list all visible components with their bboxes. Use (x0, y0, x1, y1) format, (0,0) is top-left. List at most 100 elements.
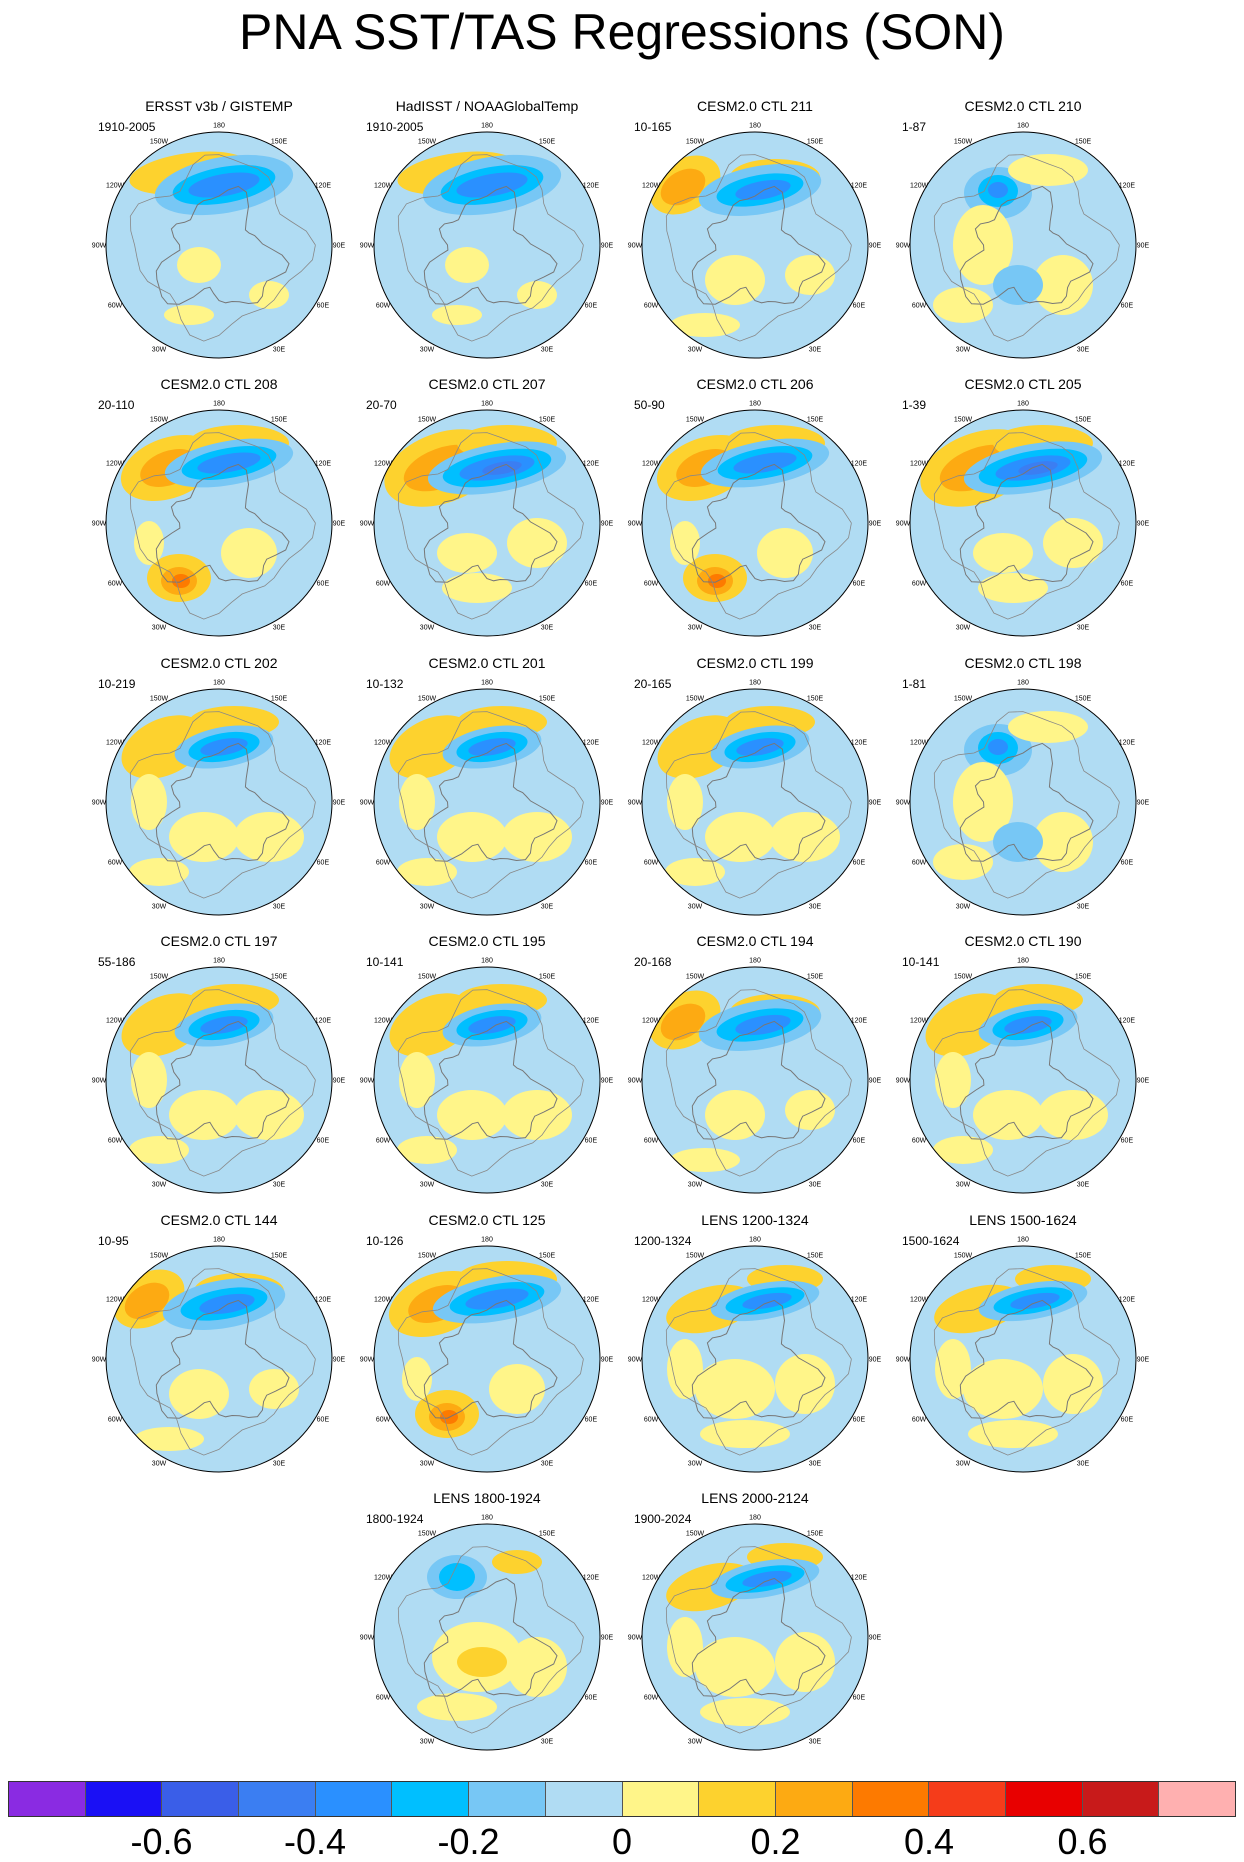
anomaly-contour (507, 518, 567, 568)
longitude-label: 30E (541, 1181, 554, 1188)
longitude-label: 120E (1119, 1297, 1136, 1304)
map-border (909, 409, 1137, 637)
colorbar-tick-label: -0.4 (283, 1821, 347, 1862)
coastline (423, 1577, 558, 1697)
longitude-label: 120W (642, 183, 661, 190)
longitude-label: 60E (853, 1138, 866, 1145)
anomaly-contour (197, 452, 261, 474)
coastline (933, 711, 1120, 899)
anomaly-contour (517, 281, 557, 309)
longitude-label: 90E (601, 1357, 614, 1364)
coastline (397, 154, 584, 342)
anomaly-contour (705, 1090, 765, 1140)
coastline (155, 185, 290, 305)
longitude-label: 60E (853, 581, 866, 588)
longitude-label: 150E (539, 696, 556, 703)
longitude-label: 120W (106, 461, 125, 468)
panel-title: CESM2.0 CTL 144 (160, 1212, 278, 1228)
longitude-label: 180 (749, 680, 761, 687)
coastline (155, 1020, 290, 1140)
map-border (909, 1245, 1137, 1473)
map-panel: CESM2.0 CTL 198180150E120E90E60E30E030W6… (888, 655, 1158, 916)
coastline (423, 463, 558, 583)
coastline (959, 185, 1094, 305)
longitude-label: 90W (92, 1078, 107, 1085)
longitude-label: 150W (418, 139, 437, 146)
anomaly-contour (492, 1550, 542, 1574)
longitude-label: 120E (851, 1297, 868, 1304)
colorbar-tick-label: 0 (611, 1821, 633, 1862)
anomaly-contour (775, 1632, 835, 1692)
longitude-label: 150W (418, 974, 437, 981)
longitude-label: 150E (271, 139, 288, 146)
longitude-label: 30W (688, 1460, 703, 1467)
panel-period: 1800-1924 (366, 1512, 424, 1526)
longitude-label: 60W (376, 1417, 391, 1424)
coastline (397, 1268, 584, 1456)
colorbar-swatch (622, 1782, 700, 1816)
longitude-label: 60E (585, 581, 598, 588)
coastline (423, 1299, 558, 1419)
anomaly-contour (742, 1570, 792, 1588)
anomaly-contour (221, 528, 277, 578)
longitude-label: 90E (869, 243, 882, 250)
longitude-label: 120W (910, 183, 929, 190)
longitude-label: 60E (317, 1417, 330, 1424)
longitude-label: 120W (106, 740, 125, 747)
anomaly-contour (129, 858, 189, 886)
anomaly-contour (457, 1647, 507, 1677)
longitude-label: 60W (644, 860, 659, 867)
panel-title: HadISST / NOAAGlobalTemp (395, 98, 579, 114)
polar-map: 180150E120E90E60E30E030W60W90W120W150W (628, 1515, 882, 1751)
panel-period: 1500-1624 (902, 1234, 960, 1248)
coastline (129, 432, 316, 620)
polar-map: 180150E120E90E60E30E030W60W90W120W150W (92, 680, 346, 916)
longitude-label: 60E (585, 1138, 598, 1145)
longitude-label: 180 (213, 123, 225, 130)
longitude-label: 60E (317, 581, 330, 588)
anomaly-contour (468, 738, 516, 756)
anomaly-contour (700, 1420, 790, 1448)
longitude-label: 60W (376, 581, 391, 588)
map-border (641, 131, 869, 359)
anomaly-contour (785, 1090, 835, 1130)
polar-map: 180150E120E90E60E30E030W60W90W120W150W (92, 401, 346, 637)
longitude-label: 150W (954, 1253, 973, 1260)
longitude-label: 180 (481, 123, 493, 130)
longitude-label: 120W (642, 1297, 661, 1304)
anomaly-contour (169, 1090, 239, 1140)
longitude-label: 30E (809, 903, 822, 910)
longitude-label: 60W (376, 303, 391, 310)
longitude-label: 120W (106, 1297, 125, 1304)
longitude-label: 60E (1121, 860, 1134, 867)
longitude-label: 180 (481, 680, 493, 687)
longitude-label: 30W (152, 624, 167, 631)
map-border (909, 131, 1137, 359)
panel-title: CESM2.0 CTL 190 (964, 933, 1082, 949)
coastline (129, 1268, 316, 1456)
longitude-label: 120E (315, 461, 332, 468)
anomaly-contour (733, 452, 797, 474)
longitude-label: 120E (583, 740, 600, 747)
longitude-label: 60W (912, 1138, 927, 1145)
longitude-label: 120W (374, 1297, 393, 1304)
anomaly-contour (1008, 154, 1088, 186)
anomaly-contour (507, 1637, 567, 1697)
longitude-label: 120W (642, 1575, 661, 1582)
longitude-label: 90W (896, 800, 911, 807)
map-border (105, 409, 333, 637)
longitude-label: 30W (688, 1181, 703, 1188)
longitude-label: 90W (896, 1078, 911, 1085)
longitude-label: 30E (541, 624, 554, 631)
coastline (691, 463, 826, 583)
coastline (423, 742, 558, 862)
longitude-label: 180 (749, 1515, 761, 1522)
longitude-label: 90E (1137, 521, 1150, 528)
longitude-label: 90E (869, 1078, 882, 1085)
anomaly-contour (131, 774, 167, 830)
anomaly-contour (757, 528, 813, 578)
longitude-label: 120W (642, 740, 661, 747)
longitude-label: 150W (150, 696, 169, 703)
panel-period: 1900-2024 (634, 1512, 692, 1526)
longitude-label: 60E (1121, 1417, 1134, 1424)
